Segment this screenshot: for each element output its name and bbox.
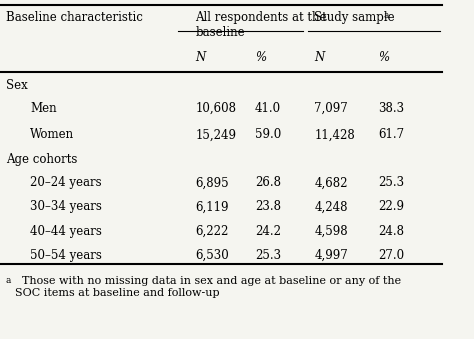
Text: 61.7: 61.7 — [378, 128, 404, 141]
Text: 10,608: 10,608 — [195, 102, 237, 115]
Text: N: N — [314, 51, 325, 64]
Text: 50–54 years: 50–54 years — [30, 249, 102, 262]
Text: 30–34 years: 30–34 years — [30, 200, 102, 214]
Text: 6,895: 6,895 — [195, 176, 229, 190]
Text: N: N — [195, 51, 206, 64]
Text: Men: Men — [30, 102, 57, 115]
Text: Sex: Sex — [6, 79, 27, 92]
Text: 24.2: 24.2 — [255, 225, 281, 238]
Text: 22.9: 22.9 — [378, 200, 404, 214]
Text: 23.8: 23.8 — [255, 200, 281, 214]
Text: Those with no missing data in sex and age at baseline or any of the
SOC items at: Those with no missing data in sex and ag… — [16, 276, 401, 298]
Text: 20–24 years: 20–24 years — [30, 176, 101, 190]
Text: 6,222: 6,222 — [195, 225, 228, 238]
Text: 40–44 years: 40–44 years — [30, 225, 102, 238]
Text: 15,249: 15,249 — [195, 128, 237, 141]
Text: a: a — [383, 12, 389, 20]
Text: 27.0: 27.0 — [378, 249, 404, 262]
Text: %: % — [255, 51, 266, 64]
Text: Baseline characteristic: Baseline characteristic — [6, 12, 143, 24]
Text: 7,097: 7,097 — [314, 102, 348, 115]
Text: 4,598: 4,598 — [314, 225, 348, 238]
Text: 41.0: 41.0 — [255, 102, 281, 115]
Text: 25.3: 25.3 — [255, 249, 281, 262]
Text: %: % — [378, 51, 389, 64]
Text: 26.8: 26.8 — [255, 176, 281, 190]
Text: 4,682: 4,682 — [314, 176, 348, 190]
Text: 25.3: 25.3 — [378, 176, 404, 190]
Text: Study sample: Study sample — [314, 12, 395, 24]
Text: 59.0: 59.0 — [255, 128, 281, 141]
Text: a: a — [6, 276, 11, 285]
Text: 6,530: 6,530 — [195, 249, 229, 262]
Text: Women: Women — [30, 128, 74, 141]
Text: Age cohorts: Age cohorts — [6, 153, 77, 166]
Text: 4,248: 4,248 — [314, 200, 348, 214]
Text: 4,997: 4,997 — [314, 249, 348, 262]
Text: 11,428: 11,428 — [314, 128, 355, 141]
Text: 38.3: 38.3 — [378, 102, 404, 115]
Text: 24.8: 24.8 — [378, 225, 404, 238]
Text: 6,119: 6,119 — [195, 200, 229, 214]
Text: All respondents at the
baseline: All respondents at the baseline — [195, 12, 327, 39]
